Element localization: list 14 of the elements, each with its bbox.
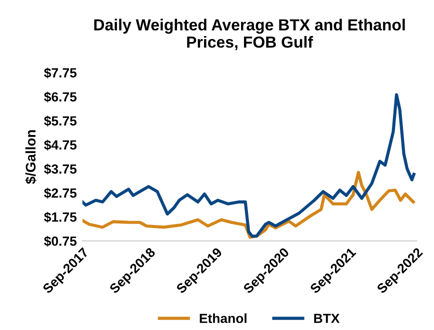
y-tick-label: $3.75 [44, 164, 77, 175]
y-tick-label: $4.75 [44, 140, 77, 150]
y-tick-label: $2.75 [44, 188, 77, 199]
y-tick-label: $0.75 [44, 236, 77, 247]
y-tick-label: $7.75 [44, 68, 77, 78]
y-tick-label: $6.75 [44, 92, 77, 102]
legend-label: BTX [314, 314, 340, 323]
y-tick-label: $1.75 [44, 212, 77, 223]
legend-label: Ethanol [200, 313, 246, 324]
y-tick-label: $5.75 [44, 116, 77, 126]
line-series [82, 170, 415, 239]
line-series [82, 93, 416, 238]
y-axis-title: $/Gallon [25, 130, 36, 184]
chart-title: Daily Weighted Average BTX and Ethanol Prices, FOB Gulf [94, 18, 405, 50]
